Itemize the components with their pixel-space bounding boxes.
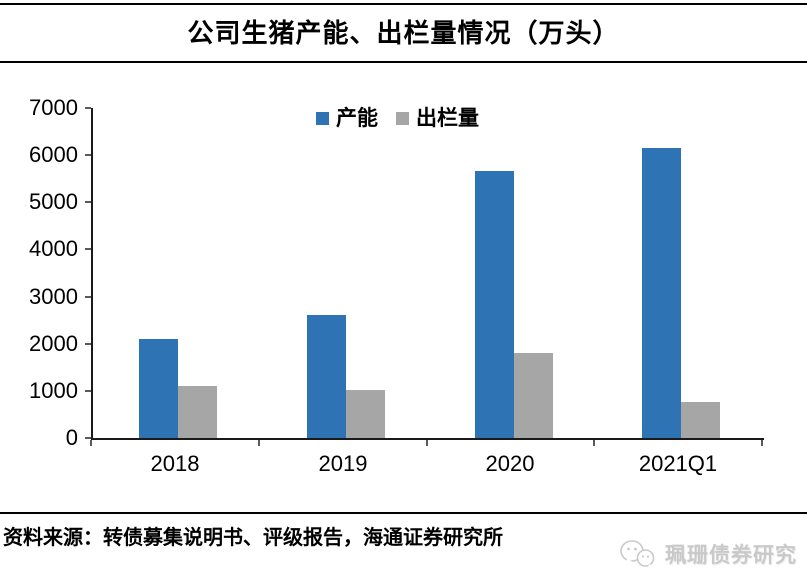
legend-swatch-产能 bbox=[316, 112, 329, 125]
y-axis-label-4000: 4000 bbox=[29, 236, 78, 262]
bar-出栏量-2018 bbox=[178, 386, 217, 438]
y-axis-label-7000: 7000 bbox=[29, 95, 78, 120]
y-axis-label-2000: 2000 bbox=[29, 330, 78, 356]
y-tick-2000 bbox=[85, 342, 91, 345]
x-axis-label-2021Q1: 2021Q1 bbox=[638, 451, 718, 476]
bar-出栏量-2021Q1 bbox=[681, 402, 720, 438]
bar-产能-2020 bbox=[475, 171, 514, 438]
legend-item-出栏量: 出栏量 bbox=[396, 108, 479, 129]
watermark-label: 珮珊债券研究 bbox=[665, 543, 797, 567]
y-axis-label-0: 0 bbox=[65, 425, 78, 450]
x-tick-0 bbox=[90, 440, 92, 446]
title-top-rule bbox=[0, 3, 807, 5]
y-axis-label-6000: 6000 bbox=[29, 142, 78, 168]
source-note: 资料来源：转债募集说明书、评级报告，海通证券研究所 bbox=[3, 527, 503, 549]
bar-产能-2018 bbox=[139, 339, 178, 438]
legend-label-出栏量: 出栏量 bbox=[416, 106, 479, 130]
bar-产能-2019 bbox=[307, 315, 346, 438]
y-tick-7000 bbox=[85, 107, 91, 109]
y-tick-0 bbox=[85, 437, 91, 439]
y-axis-label-5000: 5000 bbox=[29, 189, 78, 215]
legend-item-产能: 产能 bbox=[316, 108, 378, 129]
source-divider-rule bbox=[0, 512, 807, 514]
title-bottom-rule bbox=[0, 61, 807, 63]
y-tick-1000 bbox=[85, 389, 91, 392]
legend-label-产能: 产能 bbox=[336, 106, 378, 130]
watermark: 珮珊债券研究 bbox=[619, 538, 797, 570]
x-axis-label-2018: 2018 bbox=[150, 451, 200, 476]
wechat-icon bbox=[620, 540, 655, 568]
y-axis-label-1000: 1000 bbox=[29, 377, 78, 403]
y-tick-6000 bbox=[85, 154, 91, 157]
x-axis-label-2020: 2020 bbox=[485, 451, 535, 476]
x-axis-label-2019: 2019 bbox=[318, 451, 368, 476]
bar-出栏量-2020 bbox=[514, 353, 553, 438]
bar-出栏量-2019 bbox=[346, 390, 385, 438]
x-tick-1 bbox=[257, 440, 260, 446]
y-tick-3000 bbox=[85, 295, 91, 298]
chart-title: 公司生猪产能、出栏量情况（万头） bbox=[187, 19, 620, 48]
x-tick-4 bbox=[761, 440, 763, 446]
y-tick-4000 bbox=[85, 248, 91, 251]
x-tick-2 bbox=[425, 440, 428, 446]
legend-swatch-出栏量 bbox=[396, 112, 409, 125]
y-axis-label-3000: 3000 bbox=[29, 283, 78, 309]
plot-area bbox=[91, 108, 764, 440]
x-tick-3 bbox=[593, 440, 596, 446]
bar-产能-2021Q1 bbox=[642, 148, 681, 438]
y-tick-5000 bbox=[85, 201, 91, 204]
legend: 产能 出栏量 bbox=[316, 108, 479, 129]
